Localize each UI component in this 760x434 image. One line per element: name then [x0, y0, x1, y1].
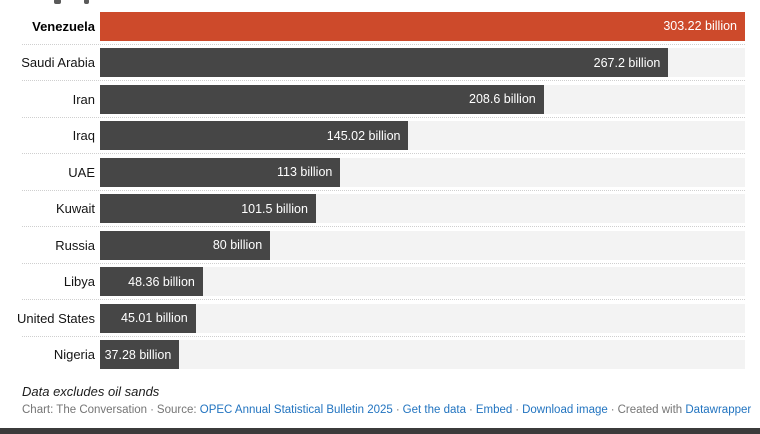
bar-chart: Venezuela 303.22 billion Saudi Arabia 26… [0, 8, 760, 373]
bar-track: 303.22 billion [100, 11, 745, 41]
bar-track: 37.28 billion [100, 340, 745, 370]
attribution-separator: · [150, 404, 154, 416]
bar: 208.6 billion [100, 84, 544, 114]
bar-label: Nigeria [53, 347, 95, 363]
bar-track: 48.36 billion [100, 267, 745, 297]
bar: 113 billion [100, 157, 341, 187]
cropped-title-remnant [54, 0, 61, 4]
bar-value-label: 48.36 billion [128, 274, 195, 289]
attribution-separator: · [395, 404, 400, 416]
bar: 303.22 billion [100, 11, 745, 41]
get-the-data-link[interactable]: Get the data [402, 404, 466, 416]
bar: 45.01 billion [100, 303, 196, 333]
bar-row: Kuwait 101.5 billion [0, 191, 760, 228]
bar-track: 208.6 billion [100, 84, 745, 114]
cropped-title-remnant [84, 0, 89, 4]
bar-track: 113 billion [100, 157, 745, 187]
chart-footnote: Data excludes oil sands [22, 384, 160, 399]
bar: 80 billion [100, 230, 271, 260]
bar-track: 101.5 billion [100, 194, 745, 224]
bar-row: Venezuela 303.22 billion [0, 8, 760, 45]
bar: 267.2 billion [100, 48, 669, 78]
bar-label: Iran [72, 91, 95, 107]
bar-row: United States 45.01 billion [0, 300, 760, 337]
bar-label: Saudi Arabia [21, 55, 95, 71]
bar-track: 45.01 billion [100, 303, 745, 333]
bar-value-label: 113 billion [276, 165, 333, 179]
attribution-source-label: Source: [156, 404, 197, 416]
window-bottom-edge [0, 428, 760, 434]
bar-row: Nigeria 37.28 billion [0, 337, 760, 374]
bar-label: Kuwait [55, 201, 95, 217]
bar-label: Iraq [72, 128, 95, 144]
download-image-link[interactable]: Download image [522, 404, 608, 416]
bar-value-label: 145.02 billion [326, 128, 401, 143]
attribution-separator: · [515, 404, 520, 416]
chart-attribution: Chart: The Conversation · Source: OPEC Ann… [22, 404, 751, 416]
embed-link[interactable]: Embed [475, 404, 513, 416]
datawrapper-link[interactable]: Datawrapper [685, 404, 752, 416]
bar-track: 267.2 billion [100, 48, 745, 78]
bar-row: Russia 80 billion [0, 227, 760, 264]
bar-value-label: 101.5 billion [241, 201, 308, 216]
bar-value-label: 208.6 billion [469, 92, 536, 106]
attribution-separator: · [468, 404, 473, 416]
bar-value-label: 303.22 billion [663, 19, 737, 33]
bar-label: Venezuela [32, 18, 95, 34]
source-link[interactable]: OPEC Annual Statistical Bulletin 2025 [199, 404, 393, 416]
attribution-separator: · [610, 404, 615, 416]
bar: 37.28 billion [100, 340, 180, 370]
bar-label: Russia [55, 237, 95, 253]
bar-label: UAE [68, 164, 95, 180]
attribution-chart-credit: Chart: The Conversation [22, 404, 148, 416]
bar: 48.36 billion [100, 267, 203, 297]
bar-label: United States [16, 310, 95, 326]
bar-value-label: 267.2 billion [593, 55, 661, 70]
bar-row: Iran 208.6 billion [0, 81, 760, 118]
bar-value-label: 45.01 billion [121, 311, 188, 325]
bar-row: UAE 113 billion [0, 154, 760, 191]
bar-track: 80 billion [100, 230, 745, 260]
bar-value-label: 80 billion [212, 238, 263, 252]
bar-value-label: 37.28 billion [104, 347, 172, 362]
created-with-text: Created with [617, 404, 683, 416]
bar-row: Saudi Arabia 267.2 billion [0, 45, 760, 82]
bar-label: Libya [63, 274, 95, 290]
bar-row: Iraq 145.02 billion [0, 118, 760, 155]
bar-track: 145.02 billion [100, 121, 745, 151]
bar: 101.5 billion [100, 194, 316, 224]
bar-row: Libya 48.36 billion [0, 264, 760, 301]
bar: 145.02 billion [100, 121, 409, 151]
